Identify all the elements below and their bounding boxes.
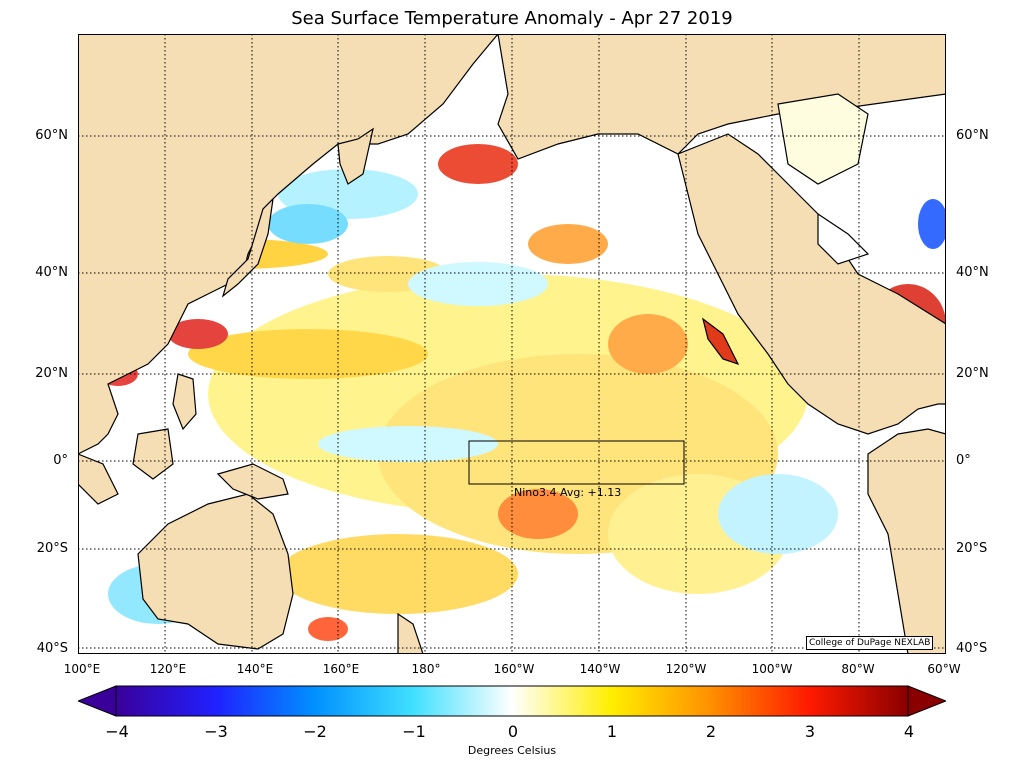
colorbar-tick: −4	[105, 722, 129, 741]
south-america-land	[867, 428, 946, 654]
borneo-land	[132, 428, 174, 480]
lat-label-left: 40°N	[35, 265, 68, 280]
cool-anomaly	[718, 474, 838, 554]
lon-label: 100°E	[63, 662, 101, 676]
colorbar-svg	[76, 685, 948, 717]
lon-label: 160°W	[493, 662, 535, 676]
lat-label-left: 40°S	[36, 641, 68, 656]
colorbar-tick: 2	[705, 722, 717, 741]
warm-anomaly	[528, 224, 608, 264]
lat-label-right: 40°N	[956, 265, 989, 280]
colorbar-tick: 1	[606, 722, 618, 741]
lon-label: 160°E	[322, 662, 360, 676]
warm-anomaly	[168, 319, 228, 349]
warm-anomaly	[308, 617, 348, 641]
great-lakes-area	[817, 212, 870, 265]
lon-label: 60°W	[927, 662, 961, 676]
lat-label-right: 20°N	[956, 366, 989, 381]
lon-label: 120°E	[149, 662, 187, 676]
lat-label-right: 0°	[956, 453, 971, 468]
colorbar-tick: 4	[903, 722, 915, 741]
philippines-land	[172, 373, 197, 431]
cool-anomaly	[268, 204, 348, 244]
cool-anomaly	[318, 426, 498, 462]
australia-land	[137, 493, 294, 650]
lat-label-left: 60°N	[35, 128, 68, 143]
colorbar-high-extend	[907, 685, 948, 717]
lat-label-right: 40°S	[956, 641, 988, 656]
cool-anomaly	[408, 262, 548, 306]
new-zealand-land	[397, 612, 424, 654]
warm-anomaly	[438, 144, 518, 184]
warm-anomaly	[188, 329, 428, 379]
map-title: Sea Surface Temperature Anomaly - Apr 27…	[291, 8, 733, 29]
lat-label-left: 0°	[53, 453, 68, 468]
cool-anomaly	[918, 199, 946, 249]
japan-land	[221, 197, 274, 298]
lon-label: 120°W	[665, 662, 707, 676]
lat-label-right: 60°N	[956, 128, 989, 143]
credit-label: College of DuPage NEXLAB	[806, 636, 934, 650]
nino34-label: Nino3.4 Avg: +1.13	[514, 486, 622, 499]
graticule	[78, 34, 946, 654]
lon-label: 80°W	[841, 662, 875, 676]
colorbar	[76, 685, 948, 717]
warm-anomaly	[498, 489, 578, 539]
lat-label-right: 20°S	[956, 541, 988, 556]
nino34-box	[468, 440, 685, 485]
colorbar-label: Degrees Celsius	[467, 744, 557, 757]
colorbar-tick: 0	[507, 722, 519, 741]
lon-label: 180°	[411, 662, 441, 676]
north-america-land	[677, 133, 946, 435]
land	[78, 34, 946, 654]
lon-label: 100°W	[751, 662, 793, 676]
map-frame	[78, 34, 946, 654]
colorbar-body	[115, 685, 909, 717]
warm-anomaly	[278, 534, 518, 614]
lat-label-left: 20°S	[36, 541, 68, 556]
colorbar-tick: −3	[204, 722, 228, 741]
sumatra-land	[78, 453, 119, 505]
lon-label: 140°W	[579, 662, 621, 676]
lat-label-left: 20°N	[35, 366, 68, 381]
colorbar-low-extend	[76, 685, 117, 717]
map-canvas	[78, 34, 946, 654]
warm-anomaly	[608, 314, 688, 374]
lon-label: 140°E	[236, 662, 274, 676]
colorbar-tick: 3	[804, 722, 816, 741]
colorbar-tick: −2	[303, 722, 327, 741]
kamchatka-land	[337, 127, 374, 185]
new-guinea-land	[216, 463, 289, 500]
colorbar-tick: −1	[402, 722, 426, 741]
hudson-bay	[777, 93, 869, 185]
baja-california-land	[702, 317, 740, 366]
sst-anomaly-map	[78, 34, 946, 654]
